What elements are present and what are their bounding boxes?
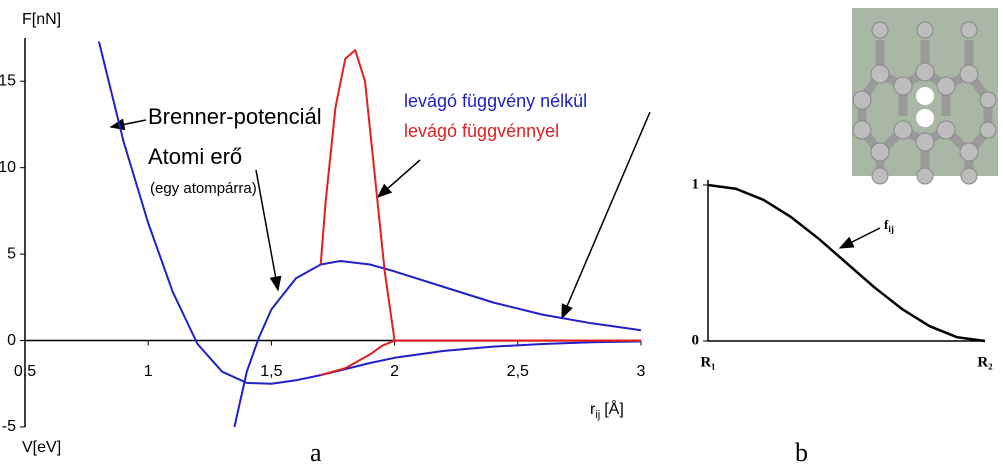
curve [233, 260, 642, 428]
x-axis-label: rij [Å] [590, 399, 624, 421]
y-tick-label: 0 [7, 332, 16, 349]
curve-label-main: f [884, 217, 889, 232]
curve [97, 41, 642, 385]
y-tick-label: 1 [692, 176, 700, 192]
x-label-sub: ij [595, 409, 600, 421]
annotation: Atomi erő [148, 144, 242, 169]
energy-axis-label: V[eV] [22, 439, 61, 456]
panel-label: a [310, 438, 322, 466]
panel-label: b [795, 438, 808, 466]
y-tick-label: 0 [692, 332, 700, 348]
annotation: levágó függvény nélkül [404, 91, 587, 111]
x-tick-label: 2,5 [507, 363, 529, 380]
x-tick-label: R₂ [977, 354, 993, 370]
x-label-main: r [590, 401, 596, 418]
x-tick-label: 0,5 [14, 363, 36, 380]
annotation: levágó függvénnyel [404, 121, 559, 141]
arrows [109, 111, 881, 320]
x-tick-label: 3 [637, 363, 646, 380]
y-tick-label: 15 [0, 72, 16, 89]
x-label-unit: [Å] [604, 399, 624, 418]
curve [707, 183, 986, 343]
y-axis-label: F[nN] [22, 11, 61, 28]
y-tick-label: -5 [2, 418, 16, 435]
curve-label: fij [884, 217, 894, 234]
y-tick-label: 10 [0, 159, 16, 176]
x-tick-label: 1 [144, 363, 153, 380]
x-tick-label: R₁ [700, 354, 715, 370]
annotation: (egy atompárra) [150, 180, 257, 197]
curve [320, 339, 641, 377]
y-tick-label: 5 [7, 245, 16, 262]
annotation: Brenner-potenciál [148, 104, 322, 129]
x-tick-label: 2 [390, 363, 399, 380]
curve-label-sub: ij [888, 224, 894, 234]
x-tick-label: 1,5 [260, 363, 282, 380]
molecule-image [852, 8, 998, 185]
